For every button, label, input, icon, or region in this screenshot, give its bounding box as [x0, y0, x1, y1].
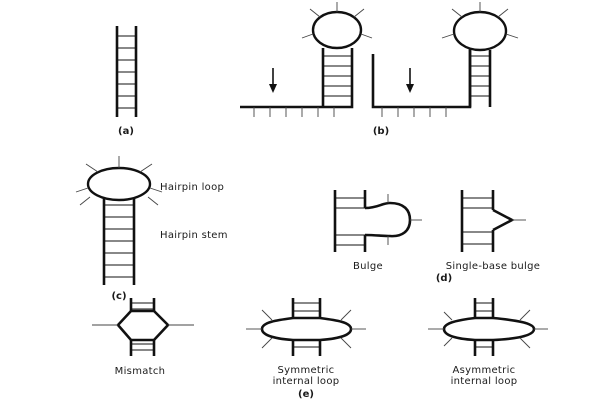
- mismatch-label: Mismatch: [115, 366, 166, 377]
- hairpin-stem-label: Hairpin stem: [160, 230, 228, 241]
- panel-e-mismatch: [92, 298, 194, 356]
- panel-b-hairpin-formation: [240, 2, 519, 117]
- down-arrow-icon: [406, 68, 414, 93]
- hairpin-loop: [86, 166, 152, 202]
- asymmetric-internal-loop-label-line2: internal loop: [451, 376, 518, 387]
- panel-a-caption: (a): [118, 126, 134, 137]
- baseline-ticks: [253, 107, 447, 117]
- hairpin-loop-1: [311, 10, 363, 50]
- single-base-bulge-label: Single-base bulge: [446, 261, 540, 272]
- hairpin-loop-label: Hairpin loop: [160, 182, 224, 193]
- panel-b-caption: (b): [373, 126, 389, 137]
- panel-d-bulge: [333, 190, 422, 252]
- hairpin-loop-2: [452, 10, 508, 52]
- panel-e-caption: (e): [298, 389, 314, 400]
- symmetric-internal-loop-label-line2: internal loop: [273, 376, 340, 387]
- panel-e-asymmetric-internal-loop: [428, 298, 548, 356]
- panel-d-caption: (d): [436, 273, 452, 284]
- bulge-label: Bulge: [353, 261, 383, 272]
- panel-d-single-base-bulge: [460, 190, 526, 252]
- down-arrow-icon: [269, 68, 277, 93]
- panel-c-caption: (c): [111, 291, 126, 302]
- symmetric-internal-loop-label-line1: Symmetric: [278, 365, 335, 376]
- panel-a-duplex: [115, 26, 138, 117]
- panel-e-symmetric-internal-loop: [246, 298, 366, 356]
- panel-c-hairpin: [75, 156, 163, 285]
- asymmetric-internal-loop-label-line1: Asymmetric: [453, 365, 516, 376]
